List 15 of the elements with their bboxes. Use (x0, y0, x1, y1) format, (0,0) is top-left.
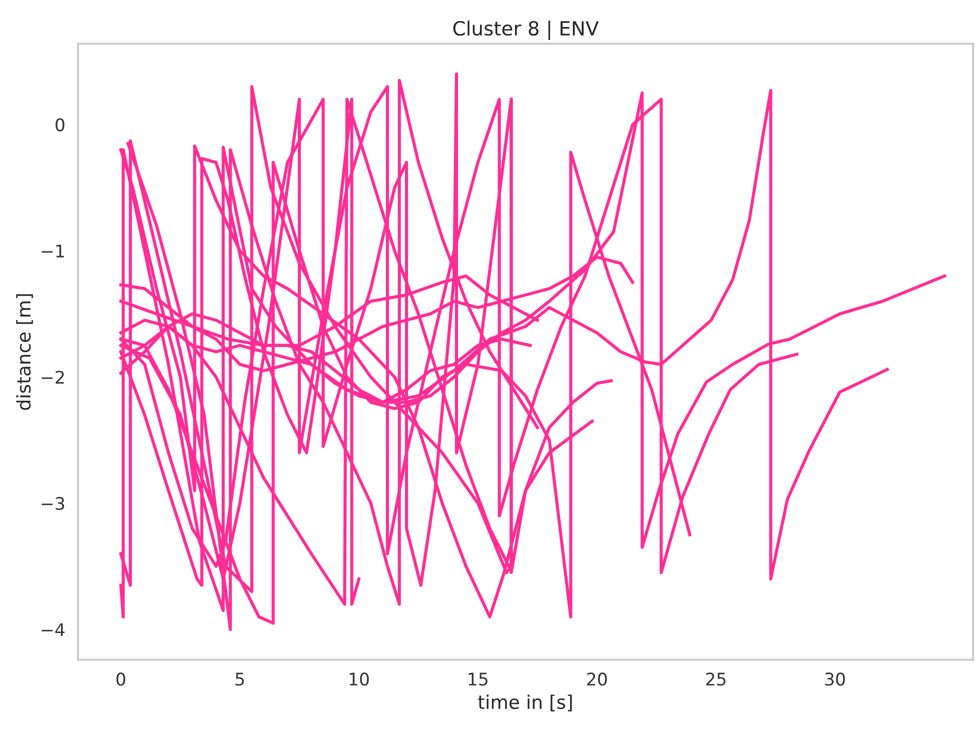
y-tick-label: −1 (42, 244, 64, 258)
y-tick-label: −2 (42, 370, 64, 384)
x-tick-label: 10 (350, 672, 369, 686)
x-tick-label: 20 (587, 672, 607, 686)
chart-title: Cluster 8 | ENV (453, 20, 599, 40)
x-tick-label: 25 (706, 672, 726, 686)
y-tick-label: 0 (56, 118, 64, 132)
y-tick-label: −4 (42, 623, 65, 636)
x-axis-title: time in [s] (478, 694, 572, 712)
x-tick-label: 15 (468, 672, 488, 686)
x-tick-label: 0 (116, 672, 126, 686)
y-tick-label: −3 (42, 496, 64, 510)
y-axis-title: distance [m] (16, 294, 33, 410)
x-tick-label: 5 (236, 672, 244, 686)
x-tick-label: 30 (825, 672, 845, 686)
